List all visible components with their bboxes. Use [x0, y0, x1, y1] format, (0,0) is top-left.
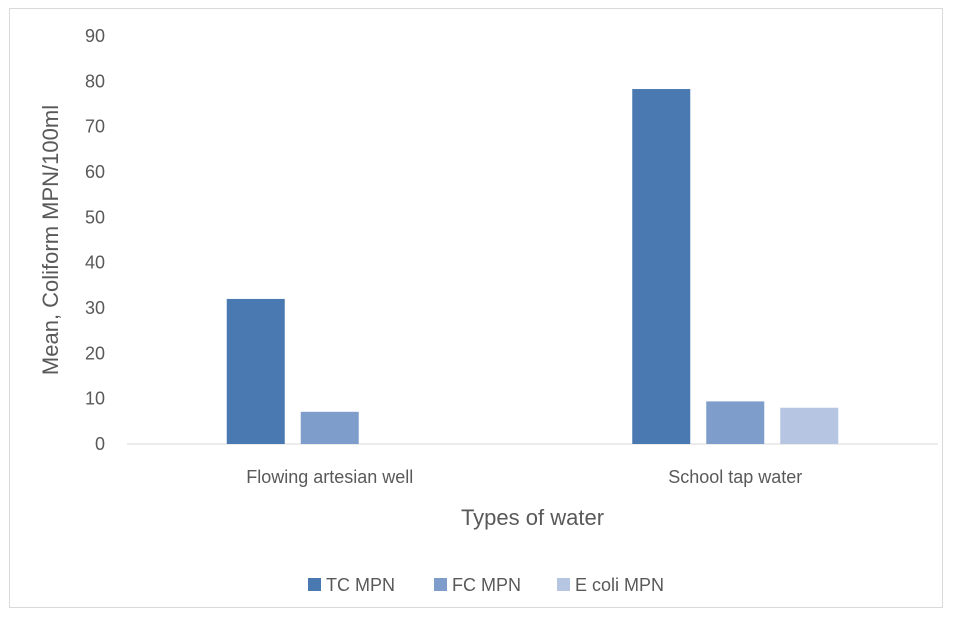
x-tick-label: School tap water [668, 467, 802, 487]
bar [300, 411, 359, 444]
bar [706, 401, 765, 444]
y-axis-ticks: 0 10 20 30 40 50 60 70 80 90 [85, 26, 105, 454]
legend: TC MPN FC MPN E coli MPN [308, 575, 664, 595]
legend-label: TC MPN [326, 575, 395, 595]
y-tick-label: 30 [85, 298, 105, 318]
x-tick-label: Flowing artesian well [246, 467, 413, 487]
bar [780, 407, 839, 444]
y-tick-label: 50 [85, 207, 105, 227]
x-axis-title: Types of water [461, 505, 604, 530]
y-tick-label: 70 [85, 117, 105, 137]
y-tick-label: 10 [85, 389, 105, 409]
bar [226, 298, 285, 444]
legend-label: E coli MPN [575, 575, 664, 595]
y-tick-label: 20 [85, 343, 105, 363]
bars [226, 89, 839, 444]
bar [632, 89, 691, 444]
y-tick-label: 80 [85, 71, 105, 91]
legend-swatch [557, 578, 570, 591]
y-tick-label: 0 [95, 434, 105, 454]
legend-swatch [434, 578, 447, 591]
x-axis-ticks: Flowing artesian well School tap water [246, 467, 802, 487]
legend-label: FC MPN [452, 575, 521, 595]
y-tick-label: 60 [85, 162, 105, 182]
chart-frame [9, 8, 943, 608]
legend-swatch [308, 578, 321, 591]
y-tick-label: 90 [85, 26, 105, 46]
y-axis-title: Mean, Coliform MPN/100ml [38, 105, 63, 375]
y-tick-label: 40 [85, 253, 105, 273]
